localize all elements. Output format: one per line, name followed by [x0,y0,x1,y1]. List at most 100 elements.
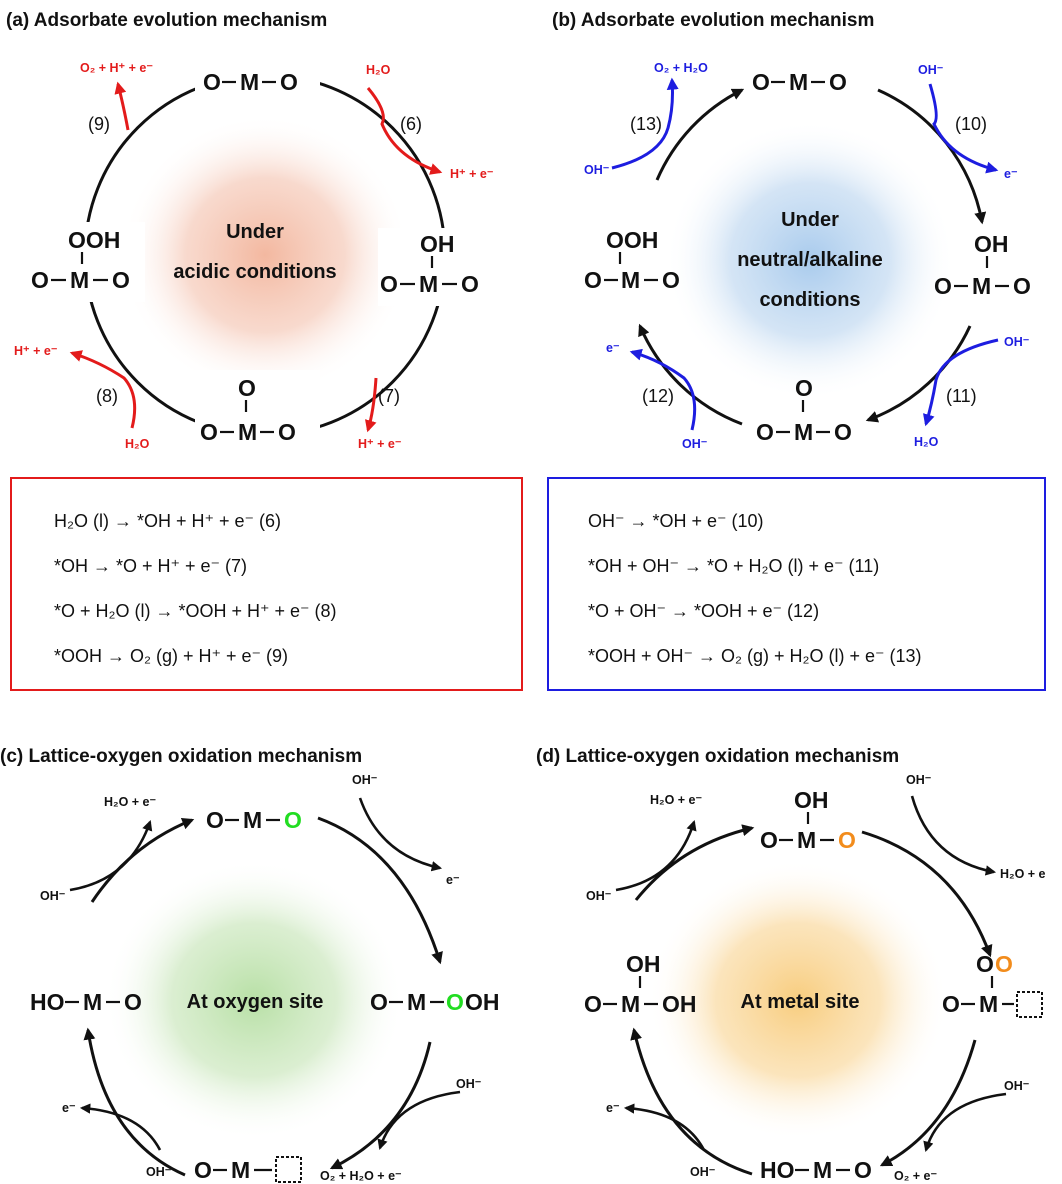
species-oh: OH⁻ [690,1165,716,1179]
panel-c: (c) Lattice-oxygen oxidation mechanism A… [0,746,500,1183]
vacancy-box [275,1156,302,1183]
svg-text:M: M [979,991,998,1017]
panel-d-arc [630,1027,753,1176]
species-oh: OH⁻ [918,63,944,77]
svg-text:O: O [976,951,994,977]
species-hpe: H⁺ + e⁻ [358,437,402,451]
svg-text:O: O [112,267,130,293]
svg-text:M: M [243,807,262,833]
species-hpe: H⁺ + e⁻ [450,167,494,181]
panel-d-glow [648,860,948,1140]
panel-b-glow [665,120,955,400]
svg-text:O: O [854,1157,872,1183]
panel-b-om-ooh-left: OOH O M O [584,227,680,293]
panel-b-arc [655,88,745,181]
panel-d-oo-om-vacancy-right: O O O M [942,951,1043,1018]
species-e: e⁻ [606,341,620,355]
panel-b: (b) Adsorbate evolution mechanism Under … [547,10,1046,691]
species-o2-h2o-e: O₂ + H₂O + e⁻ [320,1169,402,1183]
panel-d-arc [861,830,993,958]
svg-text:M: M [789,69,808,95]
svg-text:M: M [972,273,991,299]
svg-text:O: O [446,989,464,1015]
svg-text:OH: OH [794,787,829,813]
svg-text:OH: OH [662,991,697,1017]
species-oh: OH⁻ [456,1077,482,1091]
species-e: e⁻ [1004,167,1018,181]
svg-text:M: M [70,267,89,293]
svg-text:O: O [829,69,847,95]
panel-d-title: (d) Lattice-oxygen oxidation mechanism [536,746,899,767]
panel-b-arc [865,325,972,423]
equation-8: *O + H₂O (l) → *OOH + H⁺ + e⁻ (8) [54,601,337,621]
species-e: e⁻ [606,1101,620,1115]
svg-text:M: M [797,827,816,853]
panel-d-side-arrow [623,1103,706,1151]
panel-d-arc [879,1039,977,1167]
svg-text:O: O [584,267,602,293]
svg-text:O: O [934,273,952,299]
step-9-label: (9) [88,114,110,134]
panel-c-omooh-right: O M O OH [370,989,500,1015]
svg-text:O: O [584,991,602,1017]
panel-c-homo-left: HO M O [30,989,142,1015]
panel-a-center-line2: acidic conditions [173,261,336,283]
panel-a-om-o-top: O M O [195,62,320,102]
svg-text:O: O [760,827,778,853]
equation-12: *O + OH⁻ → *OOH + e⁻ (12) [588,601,819,621]
equation-9: *OOH → O₂ (g) + H⁺ + e⁻ (9) [54,646,288,666]
panel-d-oh-omoh-left: OH O M OH [584,951,697,1017]
species-h2o-e: H₂O + e [1000,867,1046,881]
panel-d-center: At metal site [741,991,860,1013]
panel-b-center-line1: Under [781,209,839,231]
equation-6: H₂O (l) → *OH + H⁺ + e⁻ (6) [54,511,281,531]
panel-a-om-o-bottom: O O M O [195,370,320,450]
step-8-arrow [69,350,137,429]
species-oh: OH⁻ [682,437,708,451]
equation-7: *OH → *O + H⁺ + e⁻ (7) [54,556,247,576]
step-9-arrow [114,81,130,131]
panel-d-arc [634,824,755,901]
svg-text:O: O [194,1157,212,1183]
svg-text:O: O [370,989,388,1015]
panel-a-glow [120,115,410,395]
svg-text:O: O [124,989,142,1015]
panel-d-oh-omo-top: OH O M O [760,787,856,853]
panel-d-side-arrow [615,820,697,892]
panel-d: (d) Lattice-oxygen oxidation mechanism A… [536,746,1046,1183]
panel-b-center-line2: neutral/alkaline [737,249,883,271]
svg-text:O: O [280,69,298,95]
svg-text:O: O [834,419,852,445]
svg-text:M: M [240,69,259,95]
step-8-label: (8) [96,386,118,406]
panel-c-side-arrow [69,820,153,892]
panel-b-om-oh-right: OH O M O [934,231,1031,299]
species-hpe: H⁺ + e⁻ [14,344,58,358]
svg-text:OH: OH [626,951,661,977]
panel-c-arc [83,1027,186,1177]
panel-c-glow [104,860,404,1140]
panel-b-title: (b) Adsorbate evolution mechanism [552,10,874,31]
species-h2o: H₂O [125,437,150,451]
species-h2o: H₂O [366,63,391,77]
species-e: e⁻ [62,1101,76,1115]
panel-b-arc [638,323,743,426]
svg-text:O: O [461,271,479,297]
svg-text:M: M [238,419,257,445]
panel-c-omo-top: O M O [206,807,302,833]
species-oh: OH⁻ [1004,335,1030,349]
svg-text:O: O [203,69,221,95]
step-13-arrow [611,77,679,170]
svg-text:M: M [813,1157,832,1183]
step-7-label: (7) [378,386,400,406]
svg-text:OOH: OOH [606,227,658,253]
species-oh: OH⁻ [584,163,610,177]
equation-13: *OOH + OH⁻ → O₂ (g) + H₂O (l) + e⁻ (13) [588,646,922,666]
species-oh: OH⁻ [1004,1079,1030,1093]
species-o2-hpe: O₂ + H⁺ + e⁻ [80,61,153,75]
svg-text:O: O [942,991,960,1017]
svg-text:HO: HO [760,1157,795,1183]
panel-a-om-ooh-left: OOH O M O [25,222,145,302]
svg-text:OH: OH [974,231,1009,257]
